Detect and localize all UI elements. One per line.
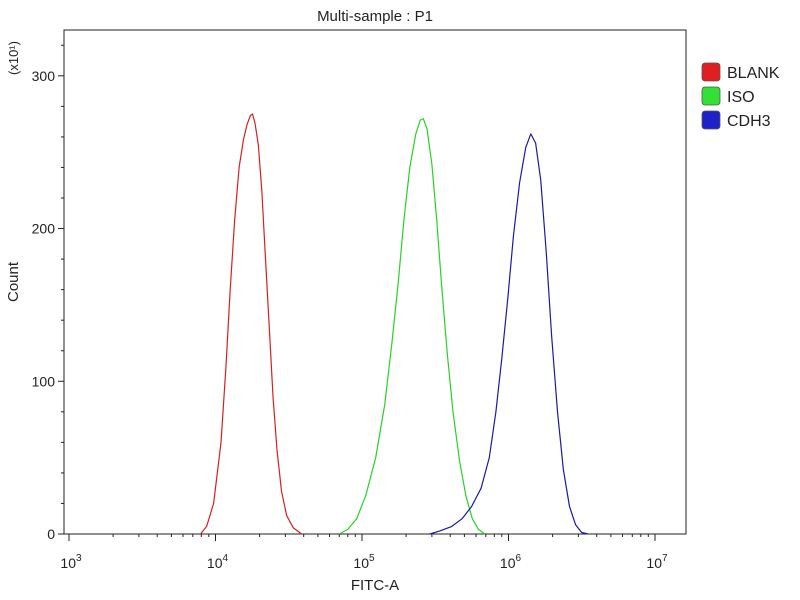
legend-swatch-cdh3 [701, 110, 721, 130]
x-tick-label: 106 [500, 553, 522, 571]
chart-title: Multi-sample : P1 [317, 8, 433, 25]
series-line-blank [200, 113, 302, 535]
legend: BLANK ISO CDH3 [701, 62, 780, 130]
series-line-iso [339, 117, 486, 535]
x-tick-label: 103 [60, 553, 82, 571]
series-line-cdh3 [429, 133, 589, 535]
x-tick-label: 105 [353, 553, 375, 571]
x-axis: 103 104 105 106 107 [60, 534, 668, 571]
y-tick-label: 100 [32, 373, 56, 389]
plot-area-frame [63, 29, 687, 535]
y-tick-label: 0 [47, 526, 55, 542]
y-axis: 0 100 200 300 [32, 44, 64, 542]
legend-swatch-iso [701, 86, 721, 106]
x-axis-label: FITC-A [351, 577, 399, 594]
y-axis-label: Count [5, 261, 22, 302]
legend-label-iso: ISO [727, 89, 755, 106]
legend-swatch-blank [701, 62, 721, 82]
y-axis-multiplier: (x10¹) [6, 41, 21, 75]
series-layer [200, 113, 589, 535]
x-tick-label: 107 [646, 553, 668, 571]
legend-label-blank: BLANK [727, 65, 780, 82]
x-tick-label: 104 [207, 553, 229, 571]
y-tick-label: 300 [32, 68, 56, 84]
legend-label-cdh3: CDH3 [727, 113, 771, 130]
y-tick-label: 200 [32, 221, 56, 237]
